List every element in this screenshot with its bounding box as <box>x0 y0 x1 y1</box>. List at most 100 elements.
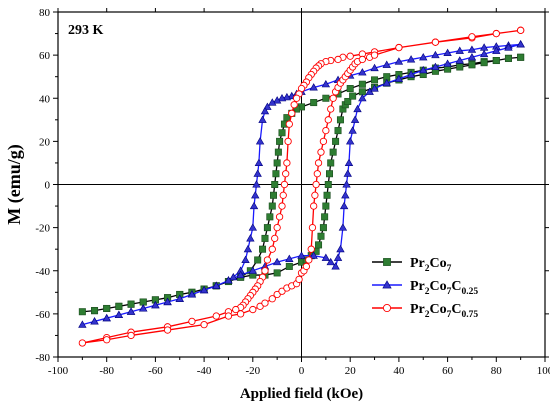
series-point <box>311 191 319 199</box>
series-point <box>126 307 136 315</box>
series-point <box>292 94 301 102</box>
series-point <box>338 223 348 231</box>
y-tick-label: -80 <box>35 352 50 364</box>
y-axis-title: M (emu/g) <box>4 144 25 224</box>
series-point <box>114 310 124 319</box>
series-point <box>253 169 262 177</box>
x-tick-label: -20 <box>245 365 260 377</box>
x-tick-label: -80 <box>99 365 114 377</box>
series-point <box>255 137 265 145</box>
legend-subscript: 7 <box>447 264 452 274</box>
series-point <box>103 336 111 344</box>
series-point <box>272 170 280 178</box>
series-point <box>406 70 416 78</box>
series-point <box>273 223 281 232</box>
legend-subscript: 0.75 <box>462 310 479 320</box>
series-point <box>343 169 352 177</box>
series-point <box>334 127 342 135</box>
series-point <box>349 92 357 100</box>
series-point <box>78 339 87 347</box>
series-point <box>284 137 292 146</box>
legend-text-part: Co <box>430 279 447 294</box>
series-point <box>312 180 320 189</box>
series-point <box>261 267 269 275</box>
series-point <box>516 40 525 48</box>
series-point <box>274 148 282 156</box>
series-point <box>468 61 476 69</box>
series-point <box>336 116 344 124</box>
series-point <box>444 65 452 73</box>
legend-text-part: Pr <box>410 279 425 294</box>
series-3 <box>78 26 525 347</box>
series-point <box>212 312 220 320</box>
series-point <box>353 104 362 113</box>
series-point <box>229 272 238 281</box>
series-point <box>277 93 287 102</box>
series-point <box>480 59 488 67</box>
series-point <box>394 57 404 65</box>
series-point <box>350 115 360 123</box>
series-point <box>492 29 500 38</box>
series-point <box>261 234 269 242</box>
series-point <box>467 52 477 61</box>
series-point <box>276 137 284 145</box>
y-tick-label: 0 <box>45 180 51 192</box>
x-tick-label: -60 <box>148 365 163 377</box>
x-tick-label: 20 <box>345 365 357 377</box>
series-point <box>382 78 391 87</box>
series-point <box>139 304 148 312</box>
legend-entry-1: Pr2Co7 <box>372 256 452 274</box>
legend-marker <box>382 303 392 313</box>
legend-label: Pr2Co7 <box>410 256 452 274</box>
series-point <box>127 300 135 308</box>
series-point <box>272 257 282 266</box>
series-point <box>297 251 306 259</box>
series-point <box>329 148 337 156</box>
series-point <box>268 202 276 210</box>
zero-lines <box>58 12 545 357</box>
series-point <box>323 191 331 199</box>
series-point <box>431 62 440 71</box>
series-point <box>307 245 315 253</box>
series-point <box>249 201 259 210</box>
series-point <box>319 137 328 146</box>
series-point <box>282 92 292 101</box>
legend-marker <box>382 280 392 289</box>
series-point <box>322 94 330 102</box>
series-point <box>266 213 274 221</box>
series-point <box>443 59 452 67</box>
series-point <box>273 159 281 167</box>
series-point <box>406 55 416 63</box>
x-tick-label: 60 <box>442 365 454 377</box>
series-point <box>327 159 335 167</box>
series-point <box>280 180 289 189</box>
series-point <box>249 305 257 314</box>
series-point <box>288 109 296 117</box>
series-point <box>224 312 233 320</box>
series-point <box>358 68 367 76</box>
legend-text-part: Co <box>430 256 447 271</box>
series-point <box>468 33 476 41</box>
series-point <box>324 181 332 189</box>
series-point <box>305 256 313 264</box>
series-point <box>268 295 276 303</box>
series-point <box>285 120 293 128</box>
series-2 <box>78 40 525 328</box>
legend-text-part: Pr <box>410 302 425 317</box>
series-point <box>268 98 277 106</box>
series-point <box>295 275 303 284</box>
y-tick-label: 80 <box>39 7 51 19</box>
series-point <box>282 170 290 178</box>
series-point <box>102 313 111 322</box>
y-tick-label: 60 <box>39 50 51 62</box>
series-point <box>199 285 209 294</box>
axes-layer: -100-80-60-40-20020406080100-80-60-40-20… <box>35 7 550 377</box>
series-point <box>248 223 257 231</box>
y-tick-label: 40 <box>39 93 51 105</box>
series-point <box>467 45 477 53</box>
series-point <box>236 270 245 279</box>
series-point <box>336 244 345 253</box>
series-point <box>278 202 286 210</box>
